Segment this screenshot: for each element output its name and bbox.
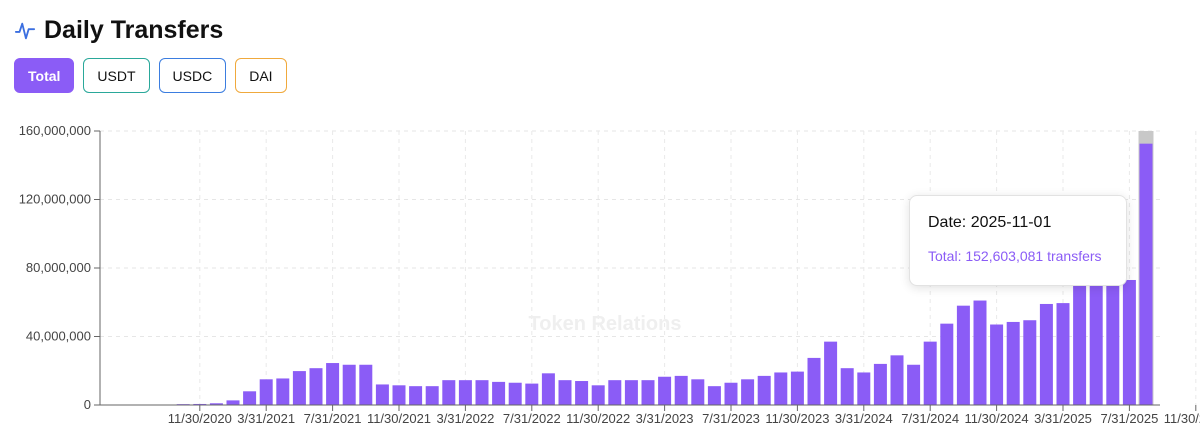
x-tick-label: 11/30/2021 [367,411,431,426]
bar[interactable] [790,371,804,405]
filter-usdc-button[interactable]: USDC [158,58,227,93]
token-filter-group: Total USDT USDC DAI [14,58,287,93]
filter-dai-button[interactable]: DAI [235,58,287,93]
bar[interactable] [608,380,622,405]
bar[interactable] [923,341,937,405]
bar[interactable] [458,380,472,405]
y-tick-label: 0 [84,397,91,412]
x-tick-label: 3/31/2022 [436,411,494,426]
bar[interactable] [226,400,240,405]
x-tick-label: 7/31/2025 [1100,411,1158,426]
bar[interactable] [375,384,389,405]
bar[interactable] [541,373,555,405]
bar[interactable] [691,379,705,405]
x-tick-label: 11/30/2022 [566,411,630,426]
watermark: Token Relations [529,313,682,335]
bar[interactable] [857,372,871,405]
bar[interactable] [741,379,755,405]
bar[interactable] [1006,321,1020,405]
bar[interactable] [243,391,257,405]
y-tick-label: 160,000,000 [19,123,91,138]
filter-usdt-button[interactable]: USDT [83,58,150,93]
bar[interactable] [907,364,921,405]
bar[interactable] [807,357,821,405]
bar[interactable] [276,378,290,405]
x-tick-label: 7/31/2021 [304,411,362,426]
bar[interactable] [956,305,970,405]
x-tick-label: 7/31/2024 [901,411,959,426]
x-tick-label: 3/31/2025 [1034,411,1092,426]
bar[interactable] [292,371,306,405]
bar[interactable] [259,379,273,405]
bar[interactable] [707,386,721,405]
x-tick-label: 11/30/2024 [965,411,1029,426]
tooltip-date: Date: 2025-11-01 [928,214,1052,231]
y-tick-label: 40,000,000 [26,329,91,344]
x-tick-label: 11/30/2020 [168,411,232,426]
bar[interactable] [890,355,904,405]
bar[interactable] [326,363,340,405]
bar[interactable] [342,364,356,405]
bar[interactable] [492,381,506,405]
bar[interactable] [525,383,539,405]
bar[interactable] [940,323,954,405]
bar[interactable] [392,385,406,405]
bar[interactable] [641,380,655,405]
bar[interactable] [824,341,838,405]
bar[interactable] [309,368,323,405]
bar[interactable] [1089,283,1103,405]
bar[interactable] [475,380,489,405]
page-title: Daily Transfers [44,16,224,44]
x-tick-label: 11/30/2023 [765,411,829,426]
bar[interactable] [1056,303,1070,405]
bar[interactable] [840,368,854,405]
x-tick-label: 11/30/2025 [1164,411,1200,426]
header: Daily Transfers [14,16,223,45]
x-tick-label: 3/31/2023 [636,411,694,426]
bar[interactable] [575,381,589,405]
y-tick-label: 120,000,000 [19,192,91,207]
bar[interactable] [1073,285,1087,405]
chart-tooltip: Date: 2025-11-01 Total: 152,603,081 tran… [909,195,1127,286]
bar[interactable] [591,385,605,405]
bar[interactable] [624,380,638,405]
bar[interactable] [1139,143,1153,405]
bar[interactable] [658,376,672,405]
bar[interactable] [873,363,887,405]
bar[interactable] [774,372,788,405]
bar[interactable] [1106,281,1120,405]
bar[interactable] [558,380,572,405]
y-tick-label: 80,000,000 [26,260,91,275]
bar[interactable] [990,324,1004,405]
chart-axes: 0 40,000,000 80,000,000 120,000,000 160,000,… [19,123,1200,426]
bar[interactable] [193,403,207,405]
bar[interactable] [674,375,688,405]
tooltip-value: Total: 152,603,081 transfers [928,248,1102,264]
bar[interactable] [757,375,771,405]
bar[interactable] [508,382,522,405]
bar[interactable] [973,300,987,405]
x-tick-label: 3/31/2024 [835,411,893,426]
bar[interactable] [425,386,439,405]
bar[interactable] [1039,303,1053,405]
x-tick-label: 7/31/2022 [503,411,561,426]
x-tick-label: 3/31/2021 [237,411,295,426]
bar[interactable] [209,403,223,405]
bar[interactable] [724,382,738,405]
bar[interactable] [1122,279,1136,405]
bar[interactable] [442,380,456,405]
bar[interactable] [409,386,423,405]
activity-pulse-icon [14,22,36,39]
bar[interactable] [1023,320,1037,405]
bar-series [143,131,1154,406]
filter-total-button[interactable]: Total [14,58,75,93]
bar[interactable] [359,364,373,405]
x-tick-label: 7/31/2023 [702,411,760,426]
